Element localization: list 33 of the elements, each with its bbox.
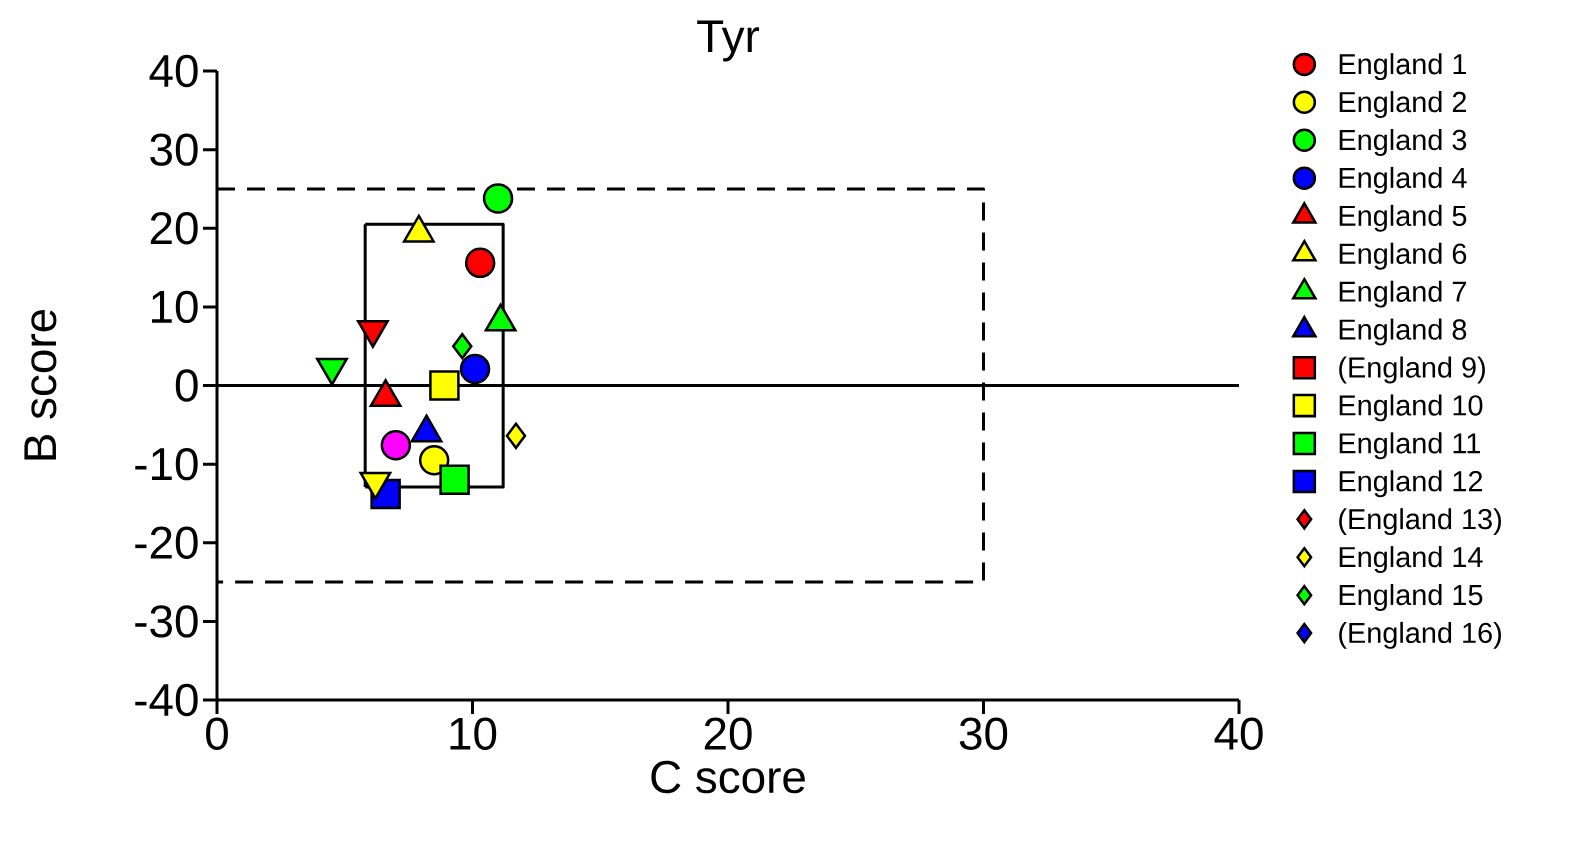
x-tick-label: 0: [206, 717, 228, 750]
y-tick-label: 10: [151, 290, 198, 324]
legend-label: England 15: [1339, 583, 1483, 611]
legend-label: England 4: [1339, 166, 1467, 194]
y-tick-label: 40: [149, 54, 198, 88]
y-axis-title: B score: [24, 309, 57, 460]
y-tick-label: -30: [135, 605, 198, 638]
legend-label: England 12: [1339, 470, 1483, 498]
x-tick-label: 40: [1214, 717, 1263, 750]
x-tick-label: 20: [704, 717, 752, 750]
x-tick-label: 30: [959, 717, 1008, 750]
y-tick-label: 0: [175, 369, 198, 402]
legend-label: England 11: [1339, 432, 1480, 460]
legend-label: England 1: [1339, 53, 1467, 81]
legend-label: England 7: [1339, 280, 1466, 308]
y-tick-label: -20: [135, 526, 198, 559]
y-tick-label: -40: [135, 683, 198, 717]
chart-title: Tyr: [697, 20, 760, 62]
x-axis-title: C score: [651, 760, 805, 794]
x-tick-label: 10: [450, 717, 497, 750]
legend-label: England 6: [1339, 242, 1467, 270]
legend-label: England 14: [1339, 546, 1483, 573]
legend-label: England 5: [1339, 204, 1467, 232]
legend-label: England 3: [1339, 129, 1467, 156]
y-tick-label: 30: [150, 133, 198, 166]
y-tick-label: 20: [150, 212, 198, 245]
y-tick-label: -10: [135, 447, 198, 481]
legend-label: England 8: [1339, 318, 1467, 346]
legend-label: (England 9): [1339, 356, 1485, 384]
legend-label: England 2: [1339, 91, 1466, 119]
legend-label: (England 13): [1339, 508, 1501, 536]
legend-label: (England 16): [1339, 621, 1501, 649]
legend-label: England 10: [1339, 394, 1483, 422]
